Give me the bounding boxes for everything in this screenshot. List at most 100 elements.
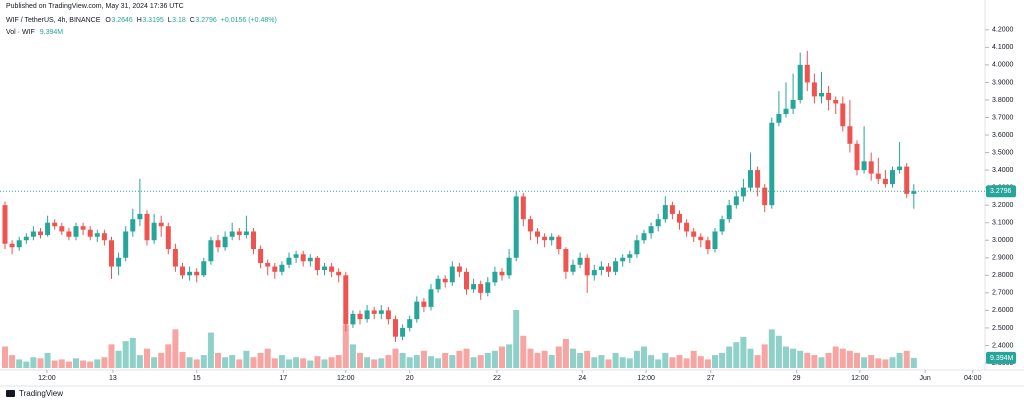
volume-bar [910,357,917,368]
volume-bar [903,350,910,368]
legend-value: 3.3195 [142,17,164,24]
volume-bar [413,355,420,368]
candle-body [890,170,895,185]
candle-body [904,166,910,194]
candle-body [634,240,640,255]
candle-body [641,233,647,241]
candle-body [606,266,611,272]
volume-bar [712,355,718,368]
x-tick-label: 20 [406,375,414,382]
candle-body [471,284,477,290]
volume-bar [200,355,207,368]
volume-bar [477,355,484,368]
candle-body [442,278,448,283]
volume-bar [371,359,378,368]
candle-body [797,64,803,100]
x-tick-label: 12:00 [637,375,655,382]
candle-body [485,282,491,293]
volume-bar [726,346,733,368]
candle-body [535,231,540,237]
last-price-label: 3.2796 [990,188,1012,195]
volume-bar [832,346,839,368]
volume-bar [768,329,775,368]
volume-bar [669,357,676,368]
volume-bar [676,355,683,368]
volume-bar [513,310,520,368]
candle-body [336,271,342,276]
candle-body [584,257,590,276]
candle-body [322,266,327,271]
volume-bar [250,357,257,368]
candle-body [9,243,15,248]
candle-body [371,310,377,314]
volume-bar [80,360,87,368]
y-tick-label: 2.4000 [992,342,1014,349]
x-tick-label: 12:00 [38,375,56,382]
volume-bar [349,344,356,368]
brand-text: TradingView [19,389,63,398]
volume-title: Vol · WIF [6,29,35,36]
volume-bar [37,358,44,368]
x-tick-label: 15 [193,375,201,382]
candle-body [776,113,782,123]
volume-bar [499,346,505,368]
volume-bar [761,344,768,368]
candle-body [428,289,434,307]
brand-logo [6,390,15,397]
volume-bar [286,359,292,368]
candle-body [833,99,839,104]
volume-bar [335,355,342,368]
candle-body [123,231,129,258]
candle-body [59,226,65,232]
candle-body [847,126,853,144]
volume-bar [385,355,392,368]
candle-body [400,327,406,337]
x-tick-label: 13 [109,375,117,382]
y-tick-label: 4.1000 [992,44,1014,51]
volume-bar [392,348,399,368]
candle-body [435,278,441,290]
candle-body [243,231,249,235]
candle-body [201,261,207,276]
candle-body [94,233,100,237]
candle-body [748,170,753,188]
volume-bar [527,348,534,368]
volume-bar [186,357,193,368]
volume-bar [456,350,463,368]
volume-bar [754,355,761,368]
volume-bar [293,357,300,368]
legend-prefix: O [105,17,111,24]
y-tick-label: 3.0000 [992,237,1014,244]
volume-bar [463,348,470,368]
volume-bar [58,359,65,368]
volume-bar [94,359,101,368]
volume-bar [591,357,598,368]
candle-body [194,271,200,276]
legend-prefix: L [168,17,172,24]
brand: TradingView [6,389,63,398]
y-tick-label: 2.8000 [992,272,1014,279]
volume-bar [825,352,832,368]
x-tick-label: 24 [578,375,586,382]
volume-bar [108,344,115,368]
volume-bar [399,352,406,368]
y-tick-label: 3.9000 [992,79,1014,86]
volume-bar [818,357,825,368]
volume-bar [641,346,647,368]
candle-body [804,64,810,83]
volume-bar [541,350,548,368]
x-tick-label: 29 [793,375,801,382]
candle-body [520,196,526,220]
candle-body [662,205,668,220]
candle-body [492,271,498,283]
volume-bar [229,355,236,368]
candle-body [875,173,881,179]
volume-bar [44,352,51,368]
candle-body [158,222,164,227]
volume-bar [790,348,797,368]
candle-body [151,222,157,241]
volume-bar [534,352,541,368]
candle-body [591,270,597,276]
volume-bar [428,356,434,368]
